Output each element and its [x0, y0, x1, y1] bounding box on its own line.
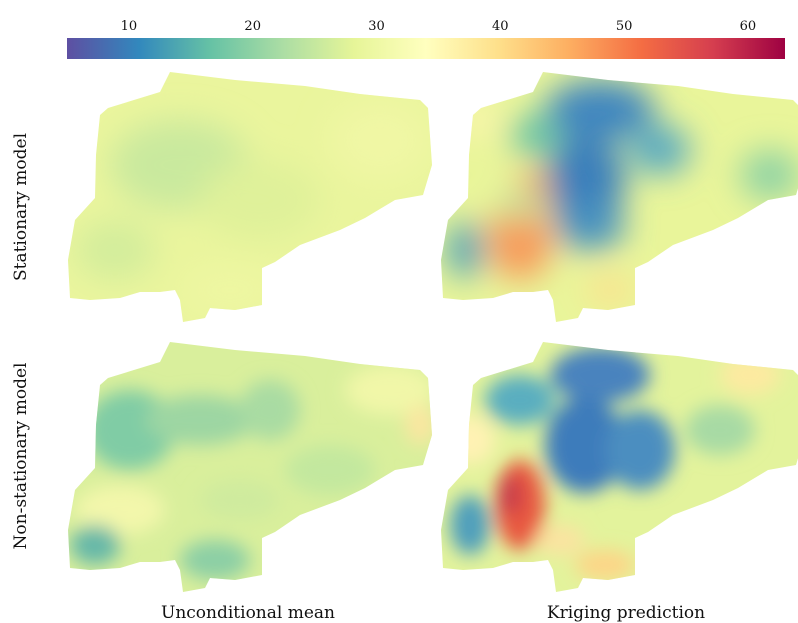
panel-stationary-unconditional-mean: [68, 72, 432, 322]
row-label-non-stationary: Non-stationary model: [11, 363, 31, 550]
panel-nonstationary-kriging-prediction: [441, 342, 798, 592]
colorbar: 10 20 30 40 50 60: [67, 19, 785, 59]
colorbar-tick-label: 40: [492, 19, 509, 34]
colorbar-tick-label: 20: [244, 19, 261, 34]
column-label-kriging-prediction: Kriging prediction: [547, 603, 705, 623]
colorbar-tick-label: 30: [368, 19, 385, 34]
panel-nonstationary-unconditional-mean: [68, 342, 432, 592]
colorbar-ticks: 10 20 30 40 50 60: [121, 19, 757, 34]
colorbar-tick-label: 10: [121, 19, 138, 34]
row-label-stationary: Stationary model: [11, 133, 31, 281]
colorbar-tick-label: 50: [616, 19, 633, 34]
colorbar-tick-label: 60: [740, 19, 757, 34]
colorbar-bar: [67, 38, 785, 59]
panel-stationary-kriging-prediction: [441, 72, 798, 322]
column-label-unconditional-mean: Unconditional mean: [161, 603, 335, 623]
